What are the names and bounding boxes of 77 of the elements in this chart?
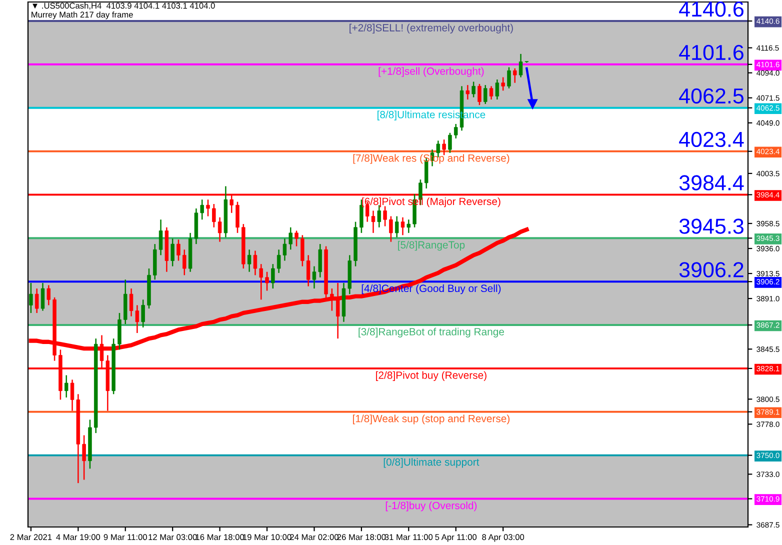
candlestick [218, 216, 222, 242]
candlestick [170, 238, 174, 267]
candlestick [400, 216, 405, 236]
x-tick-label: 12 Mar 03:00 [148, 534, 197, 540]
x-tick-label: 16 Mar 18:00 [196, 534, 244, 540]
candlestick [389, 216, 393, 242]
candlestick [513, 68, 517, 84]
ref-line-label: [+1/8]sell (Overbought) [378, 67, 484, 77]
candlestick [330, 288, 334, 312]
ref-line-label: [-1/8]buy (Oversold) [386, 502, 477, 512]
x-tick-label: 31 Mar 11:00 [384, 534, 433, 540]
candlestick [501, 76, 505, 92]
candlestick [360, 198, 364, 234]
x-tick-label: 2 Mar 2021 [10, 534, 52, 540]
candlestick [64, 374, 68, 398]
candlestick [29, 282, 33, 314]
x-tick-label: 8 Apr 03:00 [482, 534, 524, 542]
ref-line-label: [1/8]Weak sup (stop and Reverse) [353, 414, 510, 424]
annotation: 4101.6 [679, 44, 744, 60]
candlestick [442, 138, 446, 156]
candlestick [312, 266, 316, 290]
annotation: 3984.4 [679, 175, 744, 190]
x-tick-label: 4 Mar 19:00 [56, 534, 100, 540]
annotation: 3945.3 [679, 218, 744, 234]
candlestick [336, 282, 340, 340]
candlestick [472, 81, 476, 98]
candlestick [182, 248, 186, 276]
annotation: 3906.2 [679, 262, 744, 278]
candlestick [158, 218, 163, 256]
candlestick [306, 254, 310, 287]
ref-line-label: [+2/8]SELL! (extremely overbought) [350, 24, 513, 34]
x-tick-label: 19 Mar 10:00 [243, 534, 292, 540]
annotation: 4023.4 [679, 132, 744, 148]
annotation: 4062.5 [679, 88, 744, 104]
candlestick [507, 66, 511, 90]
candlestick [212, 203, 216, 228]
candlestick [448, 132, 452, 154]
ref-line-label: [0/8]Ultimate support [384, 458, 480, 468]
x-tick-label: 24 Mar 02:00 [290, 534, 338, 540]
ref-line-label: [5/8]RangeTop [398, 240, 465, 251]
candlestick [484, 84, 488, 105]
candlestick [265, 271, 269, 292]
candlestick [489, 86, 494, 100]
candlestick [259, 263, 263, 300]
candlestick [236, 201, 240, 234]
candlestick [394, 216, 399, 238]
candlestick [206, 198, 210, 217]
candlestick [200, 198, 204, 220]
candlestick [318, 243, 322, 278]
candlestick [466, 84, 470, 100]
candlestick [300, 234, 304, 267]
candlestick [454, 123, 458, 140]
x-tick-label: 9 Mar 11:00 [104, 534, 147, 540]
candlestick [176, 238, 180, 262]
candlestick [253, 250, 258, 276]
candlestick [383, 206, 387, 227]
candlestick [478, 83, 482, 106]
candlestick [271, 263, 275, 290]
candlestick [247, 248, 252, 272]
annotation: 4140.6 [679, 2, 744, 17]
candlestick [46, 284, 51, 306]
x-tick-label: 5 Apr 11:00 [435, 534, 477, 542]
candlestick [406, 218, 411, 234]
ref-line-label: [2/8]Pivot buy (Reverse) [376, 371, 486, 381]
candlestick [70, 379, 74, 412]
text: Murrey Math 217 day frame [32, 11, 133, 20]
candlestick [82, 434, 86, 480]
candlestick [371, 210, 376, 234]
candlestick [40, 282, 45, 312]
candlestick [294, 230, 298, 247]
chart-title: ▼ .US500Cash,H4 4103.9 4104.1 4103.1 4104.0 [32, 2, 215, 10]
candlestick [288, 226, 292, 250]
ref-line-label: [3/8]RangeBot of trading Range [358, 328, 504, 338]
candlestick [141, 299, 145, 328]
x-tick-label: 26 Mar 18:00 [337, 534, 386, 540]
candlestick [34, 288, 39, 314]
candlestick [495, 78, 500, 100]
